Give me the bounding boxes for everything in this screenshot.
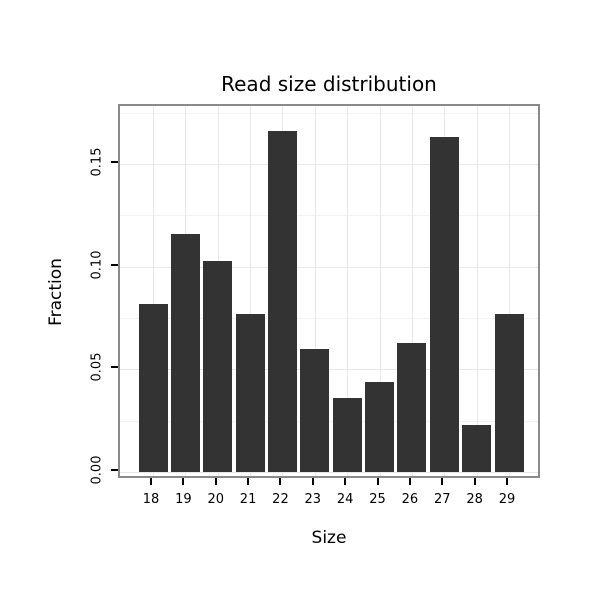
x-tick — [473, 478, 476, 485]
gridline-vertical — [411, 106, 413, 476]
x-tick — [214, 478, 217, 485]
x-tick-label: 25 — [369, 492, 386, 507]
bar — [365, 381, 395, 472]
x-tick-label: 24 — [336, 492, 354, 507]
gridline-vertical — [476, 106, 478, 476]
bar — [462, 424, 492, 472]
y-tick — [111, 263, 118, 266]
x-tick — [506, 478, 508, 485]
bar — [332, 398, 362, 472]
y-tick-label: 0.05 — [89, 352, 105, 382]
y-tick — [111, 366, 118, 369]
x-tick — [408, 478, 411, 485]
x-tick — [247, 478, 250, 485]
y-tick — [111, 469, 118, 471]
gridline-vertical — [509, 106, 510, 476]
x-axis-label: Size — [311, 528, 347, 548]
x-tick-label: 19 — [175, 492, 192, 507]
y-tick-label: 0.15 — [89, 147, 105, 177]
bar — [203, 260, 233, 472]
y-tick — [111, 161, 118, 163]
plot-panel — [118, 104, 540, 478]
bar — [235, 313, 265, 472]
x-tick — [441, 478, 444, 485]
x-tick — [150, 478, 152, 485]
gridline-minor — [120, 318, 538, 319]
gridline-vertical — [250, 106, 252, 476]
x-tick-label: 18 — [142, 492, 160, 507]
x-tick — [279, 478, 282, 485]
x-tick-label: 29 — [498, 492, 516, 507]
y-tick-label: 0.10 — [89, 250, 105, 280]
bar — [429, 137, 459, 472]
bar — [300, 348, 330, 472]
x-tick — [344, 478, 347, 485]
chart-title: Read size distribution — [221, 72, 437, 96]
x-tick-label: 27 — [433, 492, 451, 507]
gridline-vertical — [153, 106, 154, 476]
y-axis-label: Fraction — [46, 258, 66, 326]
y-tick-label: 0.00 — [89, 455, 105, 485]
x-tick-label: 21 — [239, 492, 257, 507]
x-tick-label: 20 — [207, 492, 224, 507]
gridline-major — [120, 164, 538, 165]
gridline-vertical — [347, 106, 349, 476]
x-tick-label: 23 — [304, 492, 322, 507]
bar — [267, 131, 297, 472]
bar — [494, 313, 524, 472]
x-tick-label: 26 — [401, 492, 419, 507]
x-tick-label: 28 — [466, 492, 483, 507]
x-tick — [182, 478, 185, 485]
gridline-major — [120, 472, 538, 473]
bar — [170, 233, 200, 472]
x-tick — [376, 478, 379, 485]
gridline-minor — [120, 112, 538, 114]
gridline-major — [120, 266, 538, 268]
x-tick — [311, 478, 314, 485]
gridline-vertical — [314, 106, 316, 476]
bar — [397, 342, 427, 472]
gridline-minor — [120, 215, 538, 217]
gridline-vertical — [379, 106, 381, 476]
bar — [138, 303, 168, 472]
x-tick-label: 22 — [272, 492, 289, 507]
